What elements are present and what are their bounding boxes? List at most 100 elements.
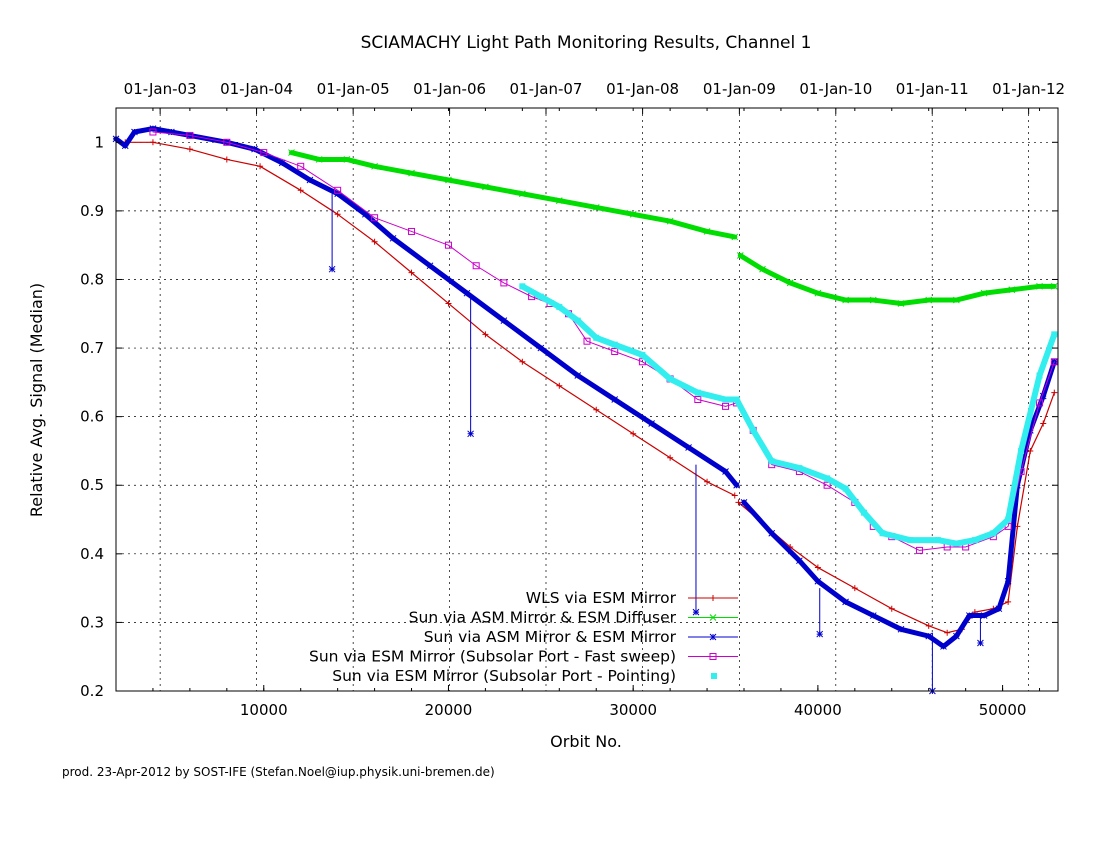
data-point <box>1026 427 1034 434</box>
data-point <box>824 475 831 482</box>
data-point <box>611 347 619 355</box>
data-point <box>667 375 674 382</box>
data-point <box>842 296 849 304</box>
data-point <box>583 337 591 345</box>
data-point <box>995 605 1003 613</box>
data-point <box>297 187 304 194</box>
data-point <box>408 169 415 177</box>
data-point <box>343 156 351 163</box>
data-point <box>500 279 508 287</box>
data-point <box>934 537 941 544</box>
data-point <box>1018 447 1025 454</box>
top-date-label: 01-Jan-06 <box>413 80 486 98</box>
data-point <box>278 159 286 167</box>
data-point <box>361 210 369 218</box>
legend-entry: Sun via ESM Mirror (Subsolar Port - Fast… <box>309 648 738 666</box>
data-point <box>223 156 230 163</box>
data-point <box>736 252 744 259</box>
data-point <box>709 633 717 641</box>
data-point <box>334 186 342 194</box>
legend-label: Sun via ASM Mirror & ESM Diffuser <box>409 609 677 627</box>
data-point <box>740 499 748 506</box>
legend: WLS via ESM Mirror Sun via ASM Mirror & E… <box>309 589 738 685</box>
data-point <box>1050 358 1058 366</box>
data-point <box>940 643 947 650</box>
data-point <box>463 289 471 297</box>
data-point <box>1036 372 1043 379</box>
legend-label: WLS via ESM Mirror <box>526 589 677 607</box>
data-point <box>186 131 194 139</box>
data-point <box>168 128 175 136</box>
x-tick-label: 10000 <box>240 701 288 719</box>
data-point <box>629 210 637 218</box>
data-point <box>735 499 742 506</box>
data-point <box>925 622 932 629</box>
data-point <box>131 128 138 136</box>
data-point <box>851 585 858 592</box>
data-point <box>149 128 157 136</box>
data-point <box>879 530 886 537</box>
data-point <box>897 625 905 633</box>
data-point <box>842 598 849 606</box>
data-point <box>703 228 711 235</box>
data-point <box>731 233 739 241</box>
x-tick-label: 40000 <box>794 701 842 719</box>
top-date-label: 01-Jan-07 <box>510 80 583 98</box>
data-point <box>667 454 674 461</box>
data-point <box>556 382 563 389</box>
data-point <box>694 396 702 403</box>
data-point <box>593 334 600 341</box>
data-point <box>574 372 582 379</box>
data-point <box>980 289 988 297</box>
data-point <box>592 204 600 211</box>
data-point <box>666 217 674 225</box>
data-point <box>971 537 978 544</box>
data-point <box>537 344 545 352</box>
data-point <box>1005 516 1012 523</box>
data-point <box>786 279 794 287</box>
data-point <box>519 283 526 290</box>
data-point <box>814 564 821 571</box>
top-date-label: 01-Jan-04 <box>220 80 293 98</box>
data-point <box>328 265 336 273</box>
data-point <box>639 351 646 358</box>
data-point <box>1039 392 1047 400</box>
data-point <box>472 262 480 270</box>
data-point <box>750 427 757 434</box>
data-point <box>288 149 295 156</box>
data-point <box>953 296 960 304</box>
data-point <box>861 509 868 516</box>
data-point <box>408 227 416 235</box>
series-line <box>288 149 1058 307</box>
data-point <box>816 630 824 638</box>
data-point <box>223 138 231 146</box>
top-date-label: 01-Jan-11 <box>896 80 969 98</box>
y-tick-label: 0.7 <box>80 339 104 357</box>
legend-entry: Sun via ASM Mirror & ESM Diffuser <box>409 609 738 627</box>
data-point <box>121 142 129 150</box>
data-point <box>445 300 452 307</box>
data-point <box>426 262 434 270</box>
data-point <box>869 612 877 619</box>
data-point <box>611 396 619 403</box>
data-point <box>1051 389 1058 396</box>
data-point <box>768 529 776 537</box>
legend-entry: WLS via ESM Mirror <box>526 589 738 607</box>
top-date-label: 01-Jan-05 <box>317 80 390 98</box>
data-point <box>733 481 740 489</box>
data-point <box>556 303 563 310</box>
y-tick-label: 0.2 <box>80 682 104 700</box>
y-tick-label: 0.5 <box>80 476 104 494</box>
data-point <box>814 289 822 297</box>
data-point <box>888 605 895 612</box>
series-path <box>288 150 738 240</box>
data-point <box>260 149 268 157</box>
data-point <box>371 214 379 222</box>
y-tick-label: 0.9 <box>80 202 104 220</box>
data-point <box>842 485 849 492</box>
data-point <box>251 145 258 153</box>
series-line <box>519 283 1058 547</box>
series-path <box>124 141 736 497</box>
data-point <box>648 420 656 427</box>
